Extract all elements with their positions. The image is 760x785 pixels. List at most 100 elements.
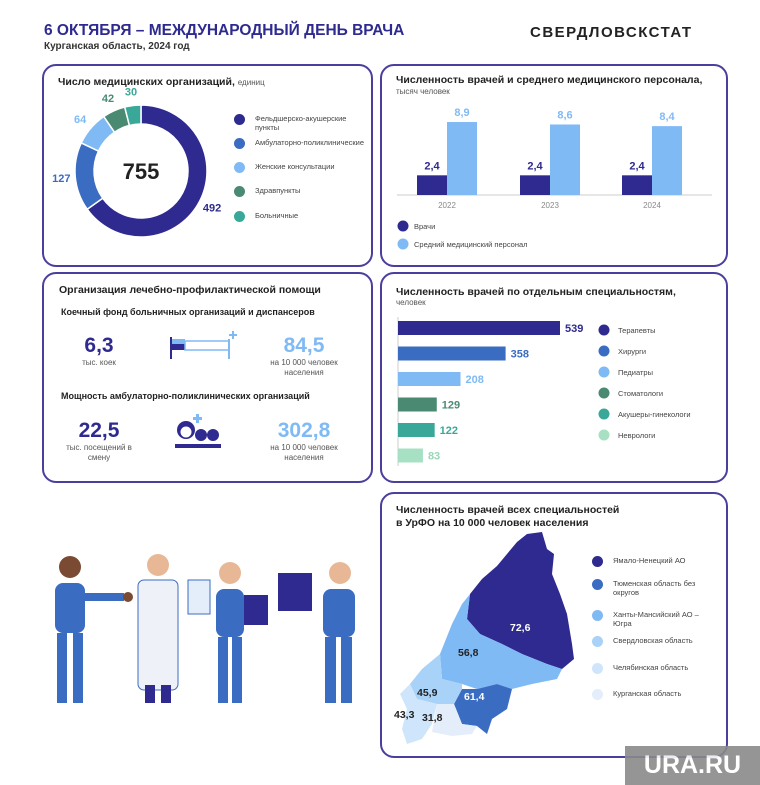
bar-value-label: 8,9 — [454, 107, 469, 119]
legend-dot — [397, 220, 409, 232]
bar — [398, 423, 435, 437]
legend-label: Курганская область — [613, 689, 682, 698]
spec-panel: Численность врачей по отдельным специаль… — [380, 272, 728, 483]
amb-rate-caption: на 10 000 человек населения — [270, 443, 338, 462]
bar-value-label: 208 — [466, 374, 484, 386]
region-chelyabinsk — [400, 684, 437, 744]
legend-label: Неврологи — [618, 431, 655, 440]
bar-value-label: 8,6 — [557, 109, 572, 121]
legend-item: Тюменская область без округов — [592, 579, 727, 597]
donut-slice — [74, 141, 104, 211]
map-value-label: 45,9 — [417, 687, 438, 699]
region-kurgan — [432, 704, 477, 736]
legend-item: Свердловская область — [592, 636, 727, 647]
bar-value-label: 8,4 — [659, 111, 675, 123]
legend-dot — [234, 211, 245, 222]
orgs-total: 755 — [122, 159, 160, 184]
bar-nurses — [550, 124, 580, 195]
bar-value-label: 2,4 — [424, 160, 440, 172]
care-panel: Организация лечебно-профилактической пом… — [42, 272, 373, 483]
bar-doctors — [417, 175, 447, 195]
legend-dot — [592, 556, 603, 567]
map-title-2: в УрФО на 10 000 человек населения — [396, 517, 589, 529]
staff-bar-chart: 2,4 8,9 2022 2,4 8,6 2023 2,4 8,4 2024 Врачи Средн… — [397, 107, 712, 250]
spec-unit: человек — [396, 298, 426, 307]
legend-label: Амбулаторно-поликлинические — [255, 138, 365, 147]
legend-dot — [598, 366, 610, 378]
legend-dot — [234, 114, 245, 125]
bar — [398, 448, 423, 463]
legend-item: Курганская область — [592, 689, 727, 700]
legend-dot — [598, 429, 610, 441]
bar-value-label: 129 — [442, 400, 460, 412]
page-subtitle: Курганская область, 2024 год — [44, 41, 190, 52]
legend-label: Челябинская область — [613, 663, 689, 672]
hospital-bed-icon — [170, 331, 237, 359]
legend-dot — [592, 579, 603, 590]
legend-label: Хирурги — [618, 347, 646, 356]
care-title: Организация лечебно-профилактической пом… — [59, 284, 321, 296]
legend-dot — [234, 162, 245, 173]
donut-label: 127 — [52, 173, 70, 185]
orgs-unit: единиц — [237, 78, 265, 87]
donut-label: 64 — [74, 114, 87, 126]
legend-dot — [592, 636, 603, 647]
legend-label: Женские консультации — [255, 162, 335, 171]
legend-item: Амбулаторно-поликлинические — [234, 138, 369, 149]
staff-panel: Численность врачей и среднего медицинско… — [380, 64, 728, 267]
doctor-figure-4 — [278, 562, 355, 703]
legend-label: Терапевты — [618, 326, 656, 335]
staff-unit: тысяч человек — [396, 87, 450, 96]
legend-label: Здравпункты — [255, 186, 301, 195]
amb-rate: 302,8 — [277, 419, 331, 442]
legend-dot — [234, 186, 245, 197]
bar-nurses — [447, 122, 477, 195]
doctor-figure-3 — [216, 562, 268, 703]
bar — [398, 321, 560, 335]
x-tick-label: 2024 — [643, 201, 661, 210]
bar-value-label: 122 — [440, 425, 458, 437]
legend-label: Ямало-Ненецкий АО — [613, 556, 686, 565]
bar-value-label: 83 — [428, 451, 440, 463]
donut-label: 42 — [102, 93, 114, 105]
legend-dot — [397, 238, 409, 250]
legend-dot — [592, 689, 603, 700]
bar-value-label: 539 — [565, 323, 583, 335]
legend-item: Женские консультации — [234, 162, 369, 173]
beds-rate-caption: на 10 000 человек населения — [270, 358, 338, 377]
map-value-label: 72,6 — [510, 622, 531, 634]
donut-slice — [86, 104, 208, 238]
bar-doctors — [520, 175, 550, 195]
legend-label: Стоматологи — [618, 389, 663, 398]
legend-label: Акушеры-гинекологи — [618, 410, 691, 419]
legend-label: Больничные — [255, 211, 299, 220]
patients-icon — [175, 414, 221, 448]
map-value-label: 61,4 — [464, 691, 485, 703]
legend-label: Педиатры — [618, 368, 653, 377]
bar-value-label: 358 — [511, 349, 529, 361]
legend-item: Ямало-Ненецкий АО — [592, 556, 727, 567]
beds-value: 6,3 — [84, 334, 114, 357]
beds-rate: 84,5 — [283, 334, 325, 357]
legend-dot — [592, 663, 603, 674]
orgs-title: Число медицинских организаций, — [58, 76, 235, 88]
region-khmao — [440, 594, 562, 689]
region-yamal — [467, 532, 574, 669]
x-tick-label: 2023 — [541, 201, 559, 210]
amb-value: 22,5 — [78, 419, 120, 442]
x-tick-label: 2022 — [438, 201, 456, 210]
legend-label: Врачи — [414, 222, 435, 231]
map-value-label: 31,8 — [422, 712, 443, 724]
bar-value-label: 2,4 — [527, 160, 543, 172]
orgs-panel: Число медицинских организаций, единиц 49… — [42, 64, 373, 267]
map-value-label: 56,8 — [458, 647, 479, 659]
legend-label: Свердловская область — [613, 636, 693, 645]
doctor-figure-2 — [137, 554, 211, 703]
bar-doctors — [622, 175, 652, 195]
beds-caption: тыс. коек — [82, 358, 116, 367]
bar-nurses — [652, 126, 682, 195]
page-title: 6 ОКТЯБРЯ – МЕЖДУНАРОДНЫЙ ДЕНЬ ВРАЧА — [44, 22, 405, 39]
legend-dot — [598, 345, 610, 357]
legend-dot — [592, 610, 603, 621]
bar-value-label: 2,4 — [629, 160, 645, 172]
